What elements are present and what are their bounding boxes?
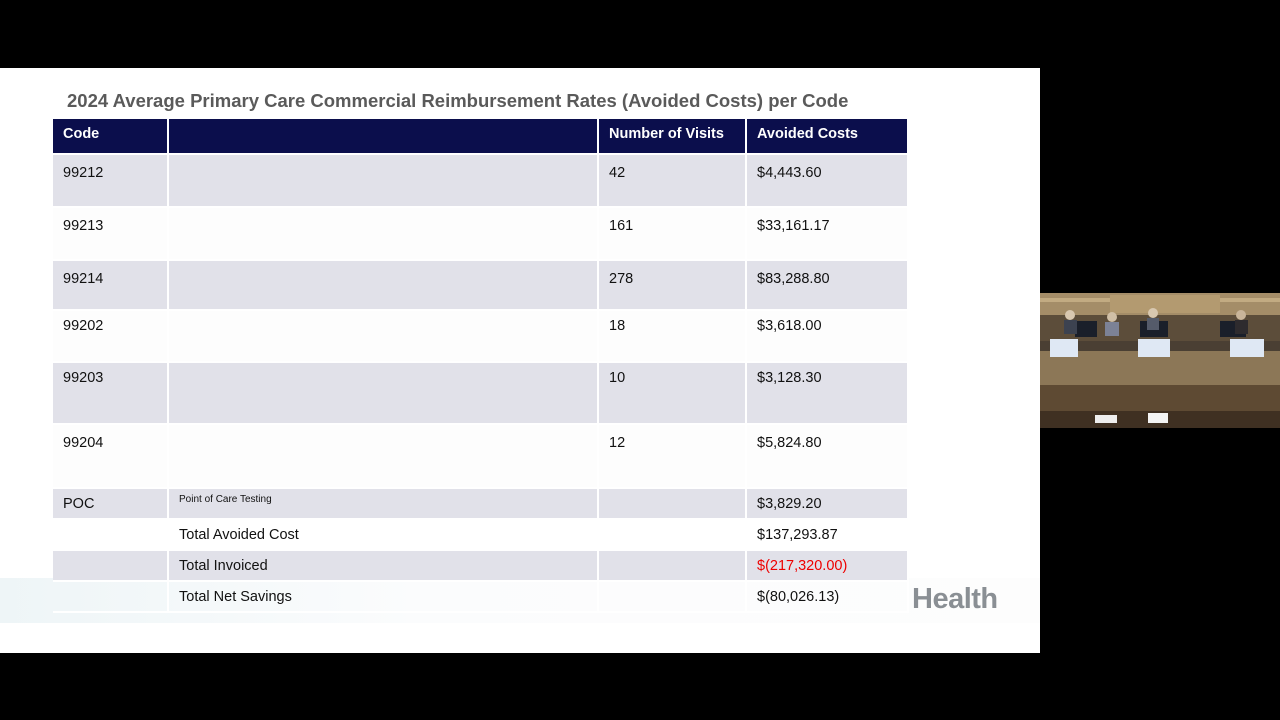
- row-description: [179, 311, 597, 318]
- row-description: [179, 425, 597, 435]
- row-code: 99204: [63, 435, 104, 451]
- total-net-savings-row: Total Net Savings $(80,026.13): [53, 582, 909, 613]
- row-description: Point of Care Testing: [179, 494, 272, 505]
- meeting-video-thumbnail[interactable]: [1040, 293, 1280, 428]
- header-description: [169, 119, 599, 155]
- meeting-room-image: [1040, 293, 1280, 428]
- row-code: POC: [63, 496, 95, 512]
- table-header-row: Code Number of Visits Avoided Costs: [53, 119, 909, 155]
- total-label: Total Avoided Cost: [179, 527, 299, 543]
- total-label: Total Invoiced: [179, 558, 268, 574]
- row-code: 99203: [63, 370, 104, 386]
- row-description: [179, 155, 597, 165]
- reimbursement-table: Code Number of Visits Avoided Costs 9921…: [53, 119, 909, 613]
- total-value: $(80,026.13): [757, 589, 840, 605]
- total-value: $137,293.87: [757, 527, 838, 543]
- row-code: 99202: [63, 318, 104, 334]
- row-visits: 42: [609, 165, 626, 181]
- health-logo: Health: [912, 583, 998, 615]
- row-visits: 12: [609, 435, 626, 451]
- row-description: [179, 208, 597, 218]
- header-visits: Number of Visits: [599, 119, 747, 155]
- table-row: 99203 10 $3,128.30: [53, 363, 909, 425]
- row-cost: $83,288.80: [757, 271, 830, 287]
- footer-band: [0, 578, 1040, 623]
- row-cost: $3,618.00: [757, 318, 822, 334]
- row-visits: 278: [609, 271, 634, 287]
- row-cost: $4,443.60: [757, 165, 822, 181]
- row-code: 99212: [63, 165, 104, 181]
- row-code: 99213: [63, 218, 104, 234]
- total-invoiced-row: Total Invoiced $(217,320.00): [53, 551, 909, 582]
- total-label: Total Net Savings: [179, 589, 292, 605]
- table-row: 99202 18 $3,618.00: [53, 311, 909, 363]
- total-value-negative: $(217,320.00): [757, 558, 848, 574]
- row-visits: 18: [609, 318, 626, 334]
- row-cost: $33,161.17: [757, 218, 830, 234]
- table-row: 99213 161 $33,161.17: [53, 208, 909, 261]
- table-row: POC Point of Care Testing $3,829.20: [53, 489, 909, 520]
- table-row: 99204 12 $5,824.80: [53, 425, 909, 489]
- row-cost: $3,128.30: [757, 370, 822, 386]
- table-row: 99212 42 $4,443.60: [53, 155, 909, 208]
- row-description: [179, 261, 597, 271]
- presentation-slide: 2024 Average Primary Care Commercial Rei…: [0, 68, 1040, 653]
- row-cost: $3,829.20: [757, 496, 822, 512]
- header-code: Code: [53, 119, 169, 155]
- row-visits: 10: [609, 370, 626, 386]
- row-visits: 161: [609, 218, 634, 234]
- header-avoided-costs: Avoided Costs: [747, 119, 909, 155]
- slide-title: 2024 Average Primary Care Commercial Rei…: [67, 90, 849, 111]
- row-description: [179, 363, 597, 370]
- table-row: 99214 278 $83,288.80: [53, 261, 909, 311]
- row-cost: $5,824.80: [757, 435, 822, 451]
- total-avoided-row: Total Avoided Cost $137,293.87: [53, 520, 909, 551]
- row-visits: [609, 489, 745, 496]
- row-code: 99214: [63, 271, 104, 287]
